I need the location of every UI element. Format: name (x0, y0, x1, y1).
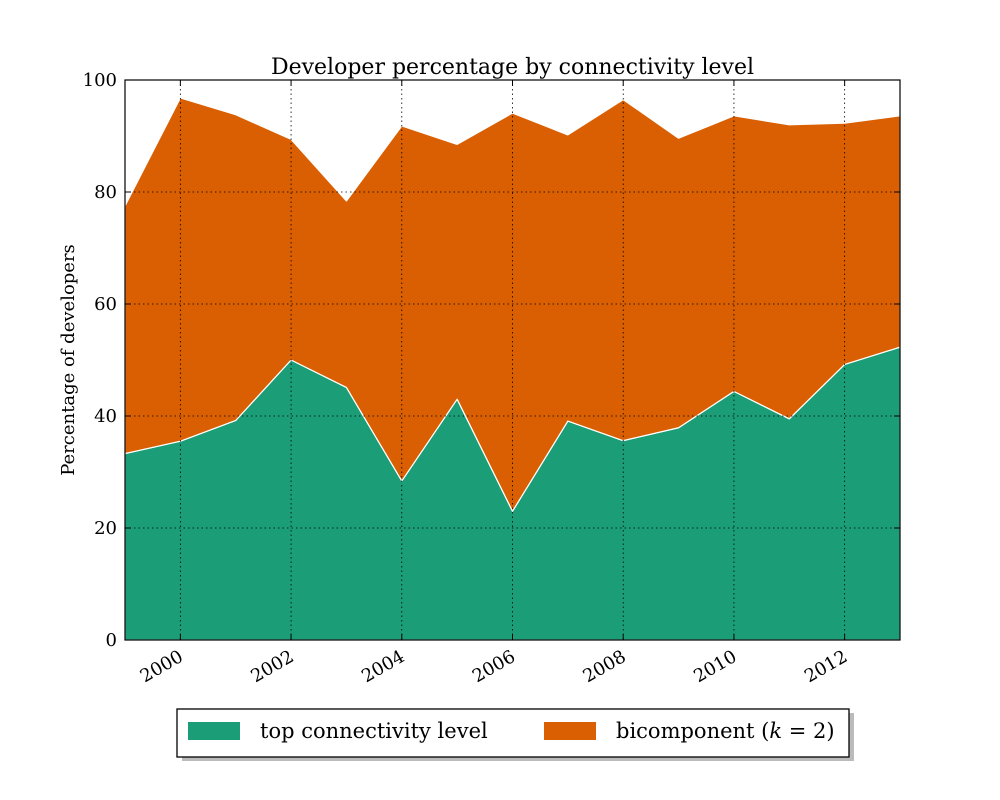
x-tick-label-1: 2002 (247, 646, 297, 687)
x-tick-label-5: 2010 (690, 646, 740, 687)
x-tick-label-6: 2012 (801, 646, 851, 687)
legend-box (176, 708, 850, 758)
x-tick-label-3: 2006 (469, 646, 519, 687)
legend-label-bicomponent: bicomponent (k = 2) (616, 719, 835, 743)
y-axis-label: Percentage of developers (58, 244, 79, 476)
x-tick-label-2: 2004 (358, 646, 408, 687)
y-tick-label-2: 40 (94, 406, 117, 427)
legend-label-top-connectivity: top connectivity level (260, 719, 488, 743)
y-tick-label-0: 0 (106, 630, 117, 651)
y-tick-label-5: 100 (83, 70, 117, 91)
grid-lines (125, 80, 900, 640)
legend-swatch-top-connectivity (188, 722, 240, 740)
area-layers (124, 97, 901, 641)
legend-swatch-bicomponent (544, 722, 596, 740)
x-tick-label-4: 2008 (580, 646, 630, 687)
chart-title: Developer percentage by connectivity lev… (271, 55, 754, 80)
x-tick-label-0: 2000 (137, 646, 187, 687)
y-tick-label-1: 20 (94, 518, 117, 539)
legend: top connectivity level bicomponent (k = … (176, 708, 854, 761)
y-tick-label-3: 60 (94, 294, 117, 315)
y-tick-label-4: 80 (94, 182, 117, 203)
